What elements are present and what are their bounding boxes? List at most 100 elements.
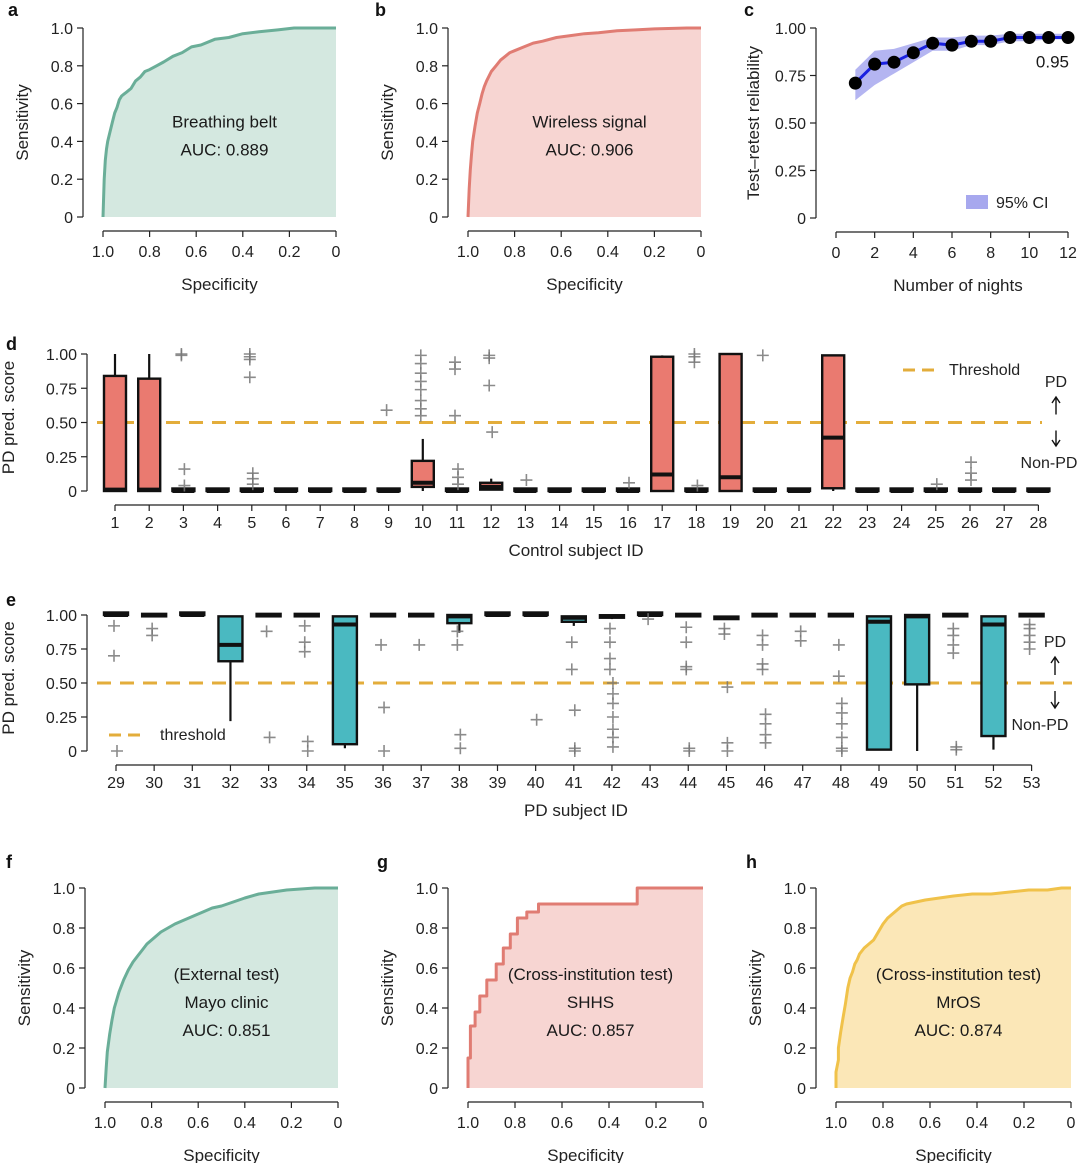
x-tick-label-b: 0.8 xyxy=(503,244,525,261)
y-tick-label-h: 0.8 xyxy=(784,921,806,938)
roc-curve-f xyxy=(103,886,338,1089)
subject-id-label: 26 xyxy=(961,515,979,532)
subject-id-label: 23 xyxy=(859,515,877,532)
subject-id-label: 30 xyxy=(145,775,163,792)
x-tick-label-a: 0.6 xyxy=(185,244,207,261)
x-tick-label-b: 0.6 xyxy=(550,244,572,261)
outlier-mark-e xyxy=(108,619,120,632)
subject-id-label: 25 xyxy=(927,515,945,532)
subject-id-label: 53 xyxy=(1023,775,1041,792)
x-axis-label-d: Control subject ID xyxy=(508,541,643,560)
outlier-mark-e xyxy=(568,704,581,717)
x-tick-label-a: 1.0 xyxy=(92,244,114,261)
roc-annotation-b: Wireless signal xyxy=(532,113,646,132)
subject-id-label: 49 xyxy=(870,775,888,792)
outlier-mark-d xyxy=(965,474,977,487)
subject-id-label: 8 xyxy=(350,515,359,532)
outlier-mark-e xyxy=(756,663,769,676)
outlier-mark-e xyxy=(603,636,616,649)
y-tick-label-d: 0 xyxy=(68,484,77,501)
outlier-mark-e xyxy=(606,740,619,753)
y-tick-label-e: 0.25 xyxy=(46,710,77,727)
x-tick-label-f: 1.0 xyxy=(94,1115,116,1132)
outlier-mark-d xyxy=(175,349,188,362)
x-tick-label-c: 10 xyxy=(1020,245,1038,262)
y-axis-label-a: Sensitivity xyxy=(13,84,32,161)
box-d xyxy=(410,459,435,489)
arrow-up-icon xyxy=(1051,395,1061,415)
outlier-mark-e xyxy=(721,681,734,694)
outlier-mark-e xyxy=(451,638,464,651)
reliability-point xyxy=(945,38,959,52)
subject-id-label: 20 xyxy=(756,515,774,532)
outlier-mark-d xyxy=(623,476,635,489)
outlier-mark-e xyxy=(950,743,963,756)
subject-id-label: 21 xyxy=(790,515,808,532)
y-tick-label-a: 0.6 xyxy=(51,97,73,114)
outlier-mark-d xyxy=(930,478,943,491)
roc-area-g xyxy=(468,888,703,1088)
x-tick-label-a: 0.2 xyxy=(278,244,300,261)
x-tick-label-b: 0.2 xyxy=(643,244,665,261)
outlier-mark-d xyxy=(380,404,393,417)
outlier-mark-e xyxy=(451,625,464,638)
outlier-mark-e xyxy=(603,652,616,665)
outlier-mark-e xyxy=(146,629,159,642)
y-axis-label-h: Sensitivity xyxy=(746,949,765,1026)
outlier-mark-d xyxy=(414,409,427,422)
roc-curve-b xyxy=(466,26,701,218)
outlier-mark-e xyxy=(1023,643,1036,655)
roc-curve-h xyxy=(834,886,1071,1088)
y-axis-label-d: PD pred. score xyxy=(0,361,18,474)
reliability-point xyxy=(984,34,998,48)
x-tick-label-f: 0.2 xyxy=(280,1115,302,1132)
x-tick-label-g: 0.4 xyxy=(598,1115,620,1132)
outlier-mark-e xyxy=(378,701,391,714)
y-tick-label-f: 0.2 xyxy=(53,1041,75,1058)
box-d xyxy=(102,374,128,493)
y-tick-label-a: 0.4 xyxy=(51,134,73,151)
outlier-mark-d xyxy=(449,409,461,422)
roc-annotation-g: (Cross-institution test) xyxy=(508,965,673,984)
y-tick-label-c: 1.00 xyxy=(775,21,806,38)
outlier-mark-d xyxy=(483,352,496,365)
outlier-mark-e xyxy=(260,625,273,638)
non-pd-side-label: Non-PD xyxy=(1021,455,1078,472)
reliability-point xyxy=(1003,31,1017,44)
outlier-mark-d xyxy=(486,426,499,439)
x-tick-label-h: 0.6 xyxy=(919,1115,941,1132)
roc-panel-b: b 0 0.2 0.4 0.6 0.8 1.0 1.0 0.8 0.6 0.4 0.2 0 Specifi… xyxy=(375,0,706,294)
subject-id-label: 41 xyxy=(565,775,583,792)
outlier-mark-e xyxy=(606,697,619,710)
reliability-point xyxy=(848,76,862,90)
subject-id-label: 33 xyxy=(260,775,278,792)
outlier-mark-e xyxy=(835,731,848,744)
subject-id-label: 16 xyxy=(619,515,637,532)
box-d xyxy=(821,354,846,490)
y-tick-label-a: 0.2 xyxy=(51,172,73,189)
x-axis-label-g: Specificity xyxy=(547,1146,624,1163)
x-axis-label-e: PD subject ID xyxy=(524,801,628,820)
subject-id-label: 2 xyxy=(145,515,154,532)
outlier-mark-e xyxy=(680,636,693,649)
x-tick-label-f: 0.4 xyxy=(234,1115,256,1132)
x-tick-label-h: 0.2 xyxy=(1013,1115,1035,1132)
box-e xyxy=(980,615,1007,738)
y-tick-label-f: 0.4 xyxy=(53,1001,75,1018)
subject-id-label: 47 xyxy=(794,775,812,792)
pd-side-label: PD xyxy=(1045,374,1067,391)
outlier-mark-e xyxy=(606,677,619,689)
subject-id-label: 22 xyxy=(824,515,842,532)
y-tick-label-a: 1.0 xyxy=(51,21,73,38)
legend-swatch-ci xyxy=(966,195,988,209)
x-axis-label-h: Specificity xyxy=(915,1146,992,1163)
subject-id-label: 12 xyxy=(482,515,500,532)
outlier-mark-d xyxy=(756,349,769,362)
roc-area-b xyxy=(468,28,701,217)
outlier-mark-d xyxy=(965,456,977,469)
x-tick-label-a: 0.8 xyxy=(138,244,160,261)
reliability-point xyxy=(926,36,940,50)
outlier-mark-d xyxy=(243,371,256,384)
y-tick-label-b: 0.8 xyxy=(416,59,438,76)
